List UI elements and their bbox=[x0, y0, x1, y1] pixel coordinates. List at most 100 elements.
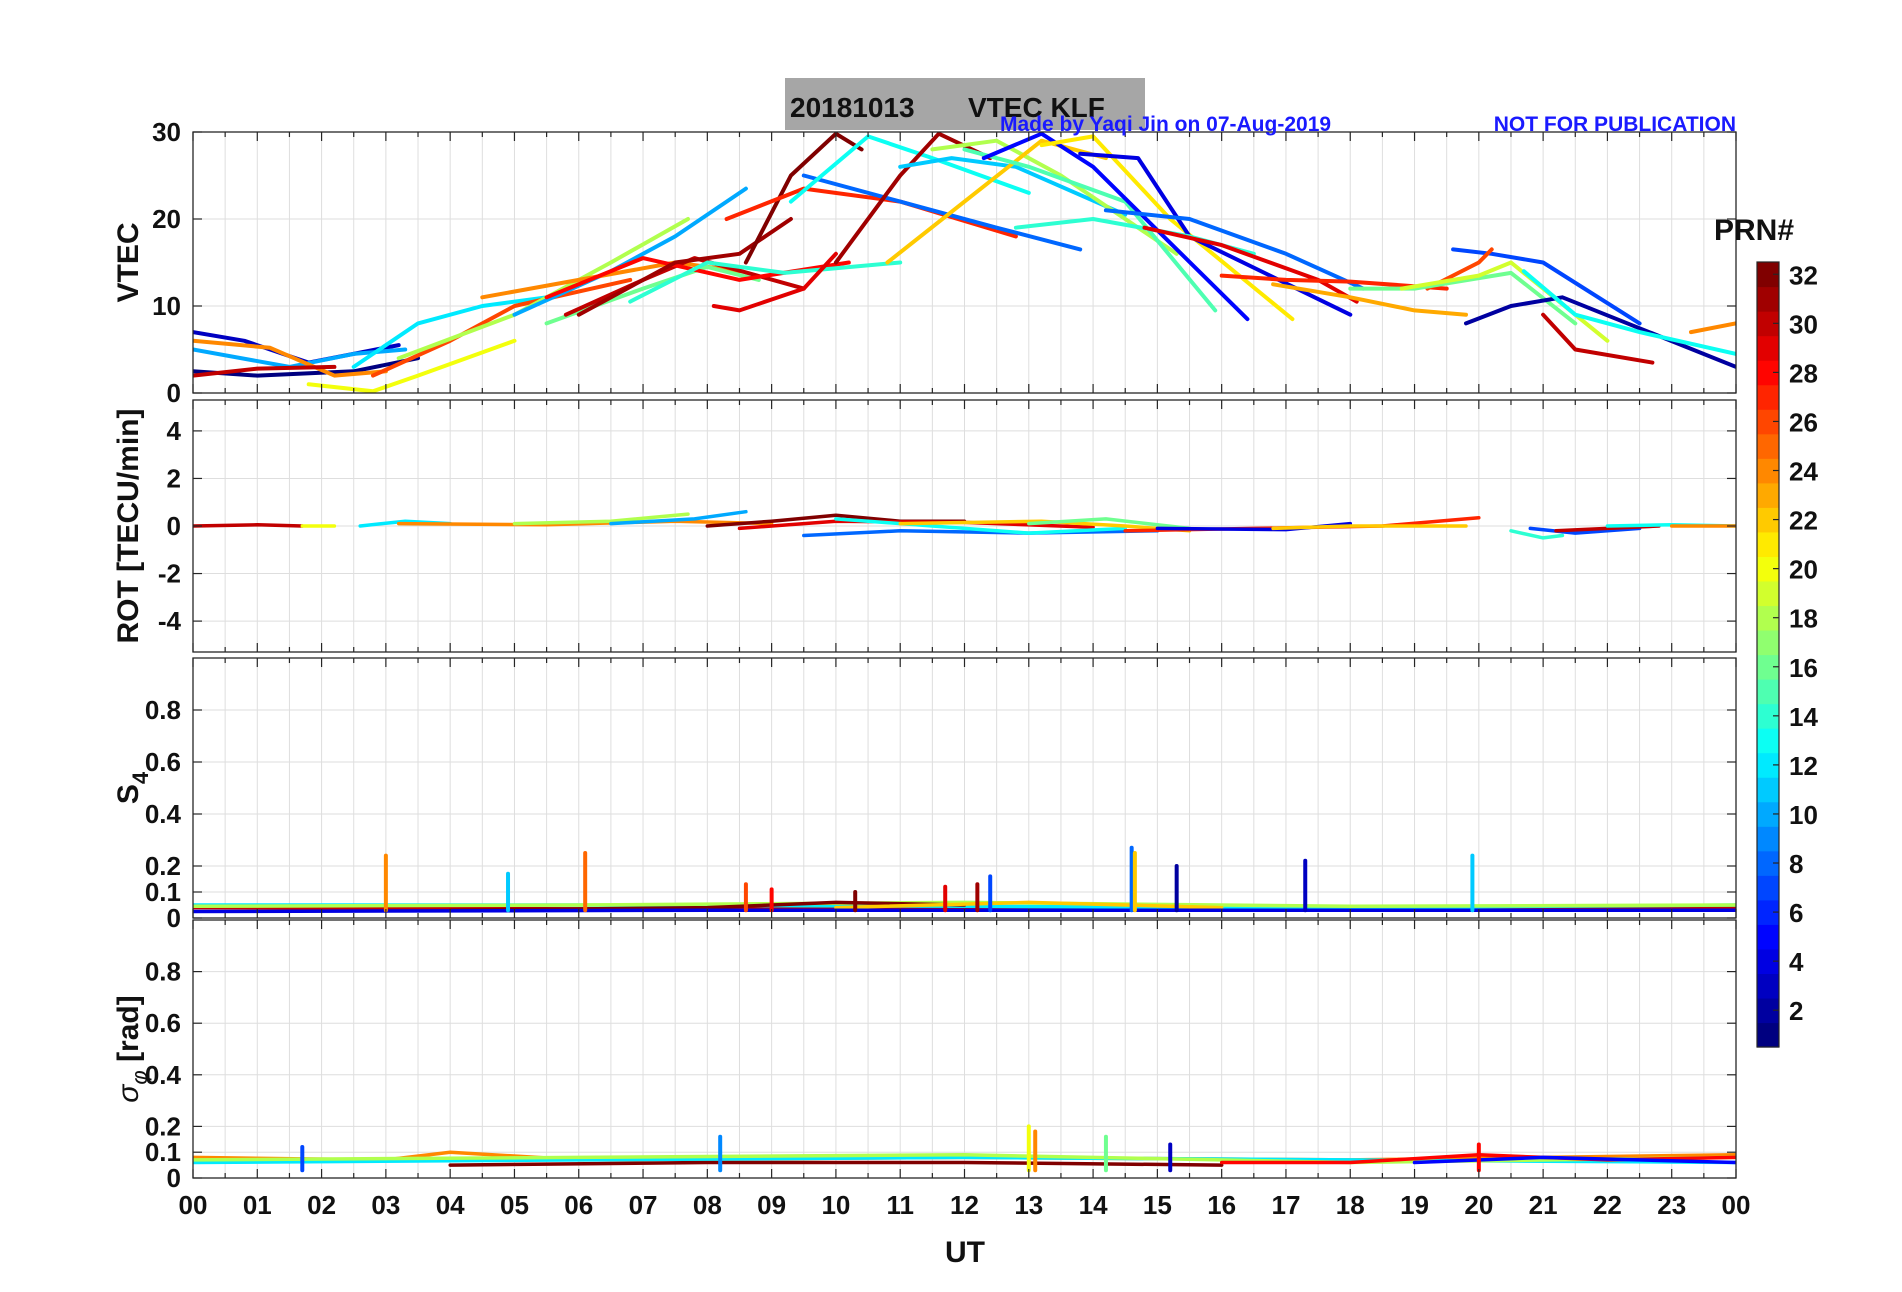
series-line-prn-13 bbox=[834, 517, 1127, 535]
colorbar-step bbox=[1757, 997, 1779, 1024]
series-line-prn-7 bbox=[1451, 247, 1642, 326]
colorbar-tick-label: 28 bbox=[1789, 358, 1818, 388]
y-tick-label: 0.8 bbox=[145, 695, 181, 725]
y-tick-label: 0 bbox=[167, 1163, 181, 1193]
colorbar-step bbox=[1757, 629, 1779, 656]
x-tick-label: 15 bbox=[1143, 1190, 1172, 1220]
series-line-prn-5 bbox=[1412, 1155, 1736, 1165]
y-tick-label: 0 bbox=[167, 378, 181, 408]
x-tick-label: 19 bbox=[1400, 1190, 1429, 1220]
colorbar-tick-label: 4 bbox=[1789, 947, 1804, 977]
colorbar-tick-label: 18 bbox=[1789, 604, 1818, 634]
colorbar-step bbox=[1757, 801, 1779, 827]
y-tick-label: 0.1 bbox=[145, 1137, 181, 1167]
y-tick-label: 0.6 bbox=[145, 747, 181, 777]
series-line-prn-29 bbox=[711, 251, 838, 313]
x-axis-label: UT bbox=[945, 1236, 985, 1269]
colorbar-step bbox=[1757, 777, 1779, 803]
series-line-prn-32 bbox=[743, 132, 864, 265]
series-line-prn-15 bbox=[962, 147, 1218, 313]
colorbar-step bbox=[1757, 875, 1779, 901]
colorbar-tick-label: 20 bbox=[1789, 555, 1818, 585]
colorbar-tick-label: 2 bbox=[1789, 996, 1803, 1026]
title-background bbox=[785, 78, 1145, 130]
x-tick-label: 16 bbox=[1207, 1190, 1236, 1220]
x-tick-label: 03 bbox=[371, 1190, 400, 1220]
title-date: 20181013 bbox=[790, 92, 915, 123]
series-line-prn-13 bbox=[788, 134, 1031, 204]
series-group bbox=[193, 132, 1736, 393]
colorbar-step bbox=[1757, 752, 1779, 778]
x-tick-label: 08 bbox=[693, 1190, 722, 1220]
y-tick-label: -4 bbox=[158, 606, 182, 636]
colorbar-step bbox=[1757, 679, 1779, 705]
series-line-prn-22 bbox=[885, 138, 1108, 265]
colorbar-tick-label: 14 bbox=[1789, 702, 1818, 732]
series-line-prn-10 bbox=[609, 509, 748, 526]
x-tick-label: 20 bbox=[1464, 1190, 1493, 1220]
x-tick-label: 00 bbox=[179, 1190, 208, 1220]
series-line-prn-23 bbox=[1271, 282, 1468, 317]
x-tick-label: 10 bbox=[821, 1190, 850, 1220]
series-group bbox=[193, 1124, 1736, 1173]
y-tick-label: 20 bbox=[152, 204, 181, 234]
colorbar-tick-label: 24 bbox=[1789, 457, 1818, 487]
colorbar-tick-label: 32 bbox=[1789, 260, 1818, 290]
y-tick-label: 0.1 bbox=[145, 877, 181, 907]
series-line-prn-8 bbox=[1103, 208, 1366, 291]
series-line-prn-29 bbox=[1142, 225, 1359, 304]
x-tick-label: 09 bbox=[757, 1190, 786, 1220]
colorbar-step bbox=[1757, 458, 1779, 484]
colorbar-step bbox=[1757, 335, 1779, 361]
series-line-prn-30 bbox=[193, 364, 337, 378]
panel-rot: -4 -2 0 2 4 ROT [TECU/min] bbox=[112, 399, 1737, 653]
series-line-prn-26 bbox=[371, 277, 633, 378]
series-line-prn-4 bbox=[1078, 151, 1353, 317]
series-line-prn-5 bbox=[981, 132, 1250, 322]
series-line-prn-16 bbox=[1348, 270, 1578, 326]
colorbar-step bbox=[1757, 580, 1779, 607]
series-line-prn-22 bbox=[1271, 524, 1468, 531]
x-tick-label: 05 bbox=[500, 1190, 529, 1220]
x-tick-label: 11 bbox=[886, 1190, 914, 1220]
notice-text: NOT FOR PUBLICATION bbox=[1494, 113, 1736, 136]
colorbar-step bbox=[1757, 850, 1779, 876]
colorbar-step bbox=[1757, 899, 1779, 925]
colorbar-tick-label: 30 bbox=[1789, 309, 1818, 339]
series-line-prn-8 bbox=[802, 529, 1160, 538]
series-line-prn-16 bbox=[1027, 517, 1192, 531]
series-line-prn-20 bbox=[306, 338, 517, 393]
series-line-prn-2 bbox=[1464, 295, 1736, 369]
x-tick-label: 23 bbox=[1657, 1190, 1686, 1220]
series-line-prn-31 bbox=[576, 217, 793, 317]
colorbar-step bbox=[1757, 262, 1779, 288]
series-line-prn-21 bbox=[1039, 134, 1295, 322]
x-tick-label: 07 bbox=[629, 1190, 658, 1220]
y-tick-label: 0.8 bbox=[145, 957, 181, 987]
x-tick-label: 14 bbox=[1079, 1190, 1108, 1220]
credit-text: Made by Yaqi Jin on 07-Aug-2019 bbox=[1000, 113, 1331, 136]
colorbar-step bbox=[1757, 1022, 1779, 1048]
colorbar-step bbox=[1757, 556, 1779, 582]
series-line-prn-13 bbox=[1521, 269, 1736, 356]
y-axis-label: ROT [TECU/min] bbox=[112, 409, 145, 644]
colorbar-label: PRN# bbox=[1714, 214, 1794, 247]
series-line-prn-11 bbox=[898, 156, 1128, 217]
colorbar-tick-label: 26 bbox=[1789, 407, 1818, 437]
y-tick-label: 0 bbox=[167, 903, 181, 933]
y-tick-label: 0.6 bbox=[145, 1008, 181, 1038]
y-tick-label: 2 bbox=[167, 463, 181, 493]
colorbar-step bbox=[1757, 507, 1779, 533]
series-line-prn-18 bbox=[930, 138, 1179, 256]
colorbar-step bbox=[1757, 311, 1779, 337]
y-tick-label: 0.4 bbox=[145, 799, 182, 829]
y-tick-label: 30 bbox=[152, 117, 181, 147]
colorbar-step bbox=[1757, 531, 1779, 557]
series-line-prn-18 bbox=[512, 512, 690, 526]
series-line-prn-14 bbox=[1509, 529, 1565, 540]
x-tick-label: 18 bbox=[1336, 1190, 1365, 1220]
series-line-prn-10 bbox=[512, 186, 748, 317]
y-tick-label: 0.2 bbox=[145, 1111, 181, 1141]
